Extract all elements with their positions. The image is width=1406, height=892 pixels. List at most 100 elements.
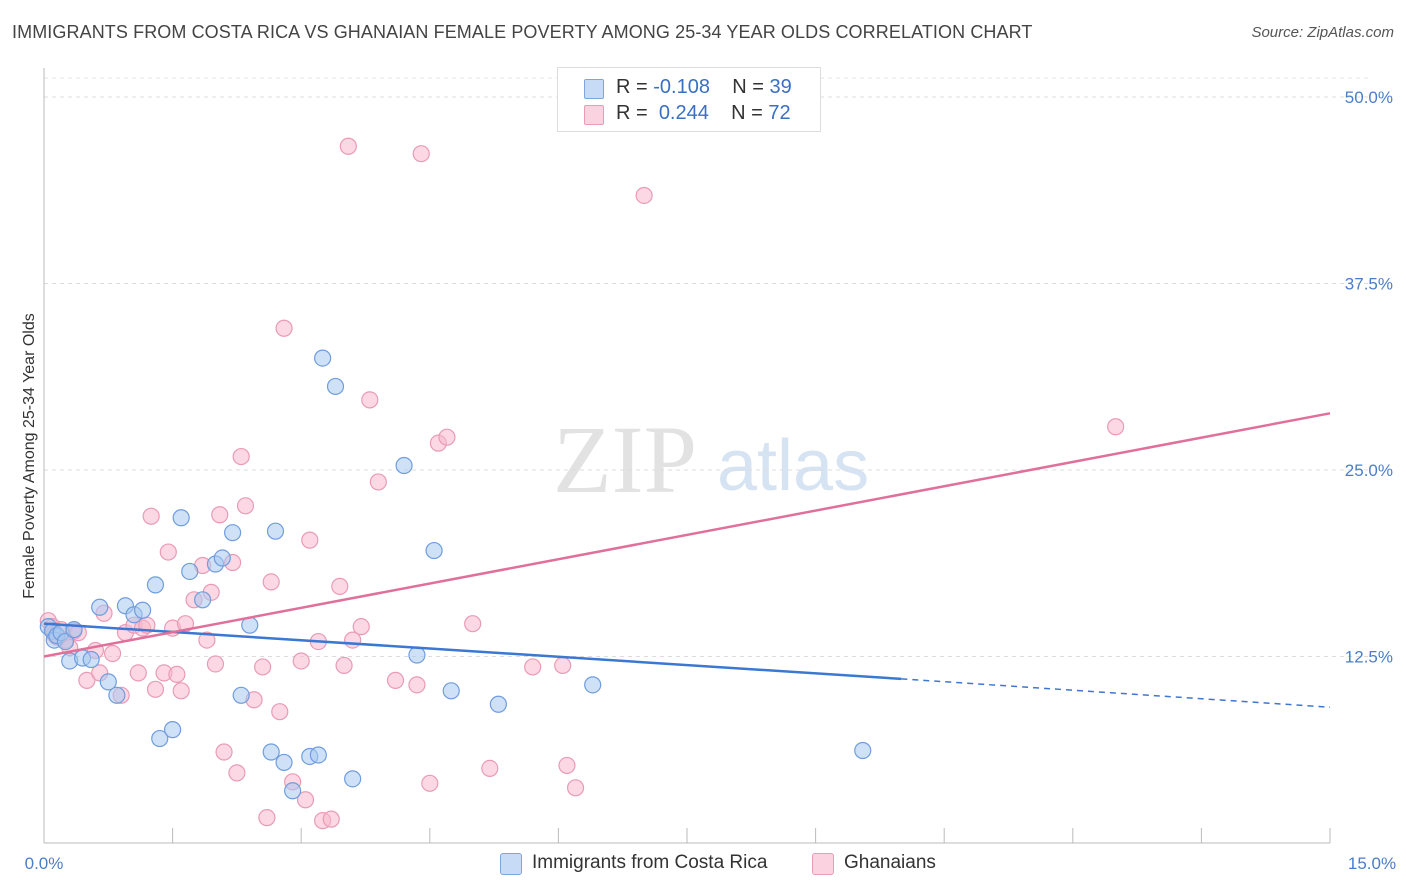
ghanaians-point [206,655,225,673]
costa-rica-point [181,562,199,581]
legend-label-ghanaians: Ghanaians [844,852,936,873]
n-value: 39 [769,76,792,98]
grid-lines [44,77,1370,657]
ghanaians-point [198,631,216,649]
legend-swatch-blue [500,853,522,875]
ghanaians-point [211,506,229,524]
r-label: R = [616,102,648,124]
ghanaians-point [275,319,293,337]
costa-rica-point [442,682,460,700]
costa-rica-point [425,541,443,560]
ghanaians-point [481,759,499,778]
ghanaians-point [301,531,319,549]
ghanaians-point [129,664,147,682]
costa-rica-point [172,509,190,527]
ghanaians-point [254,658,272,676]
watermark-zip: ZIP [553,406,697,513]
n-value: 72 [768,102,791,124]
costa-rica-point [314,349,332,367]
costa-rica-point [164,721,182,739]
x-tick-labels: 0.0% 15.0% [25,854,1396,873]
costa-rica-point [146,576,165,594]
r-value: 0.244 [658,102,709,124]
source-label: Source: ZipAtlas.com [1251,24,1394,41]
legend-text-costa-rica: R = -0.108 N = 39 [616,76,792,99]
ghanaians-point [236,497,255,515]
watermark-atlas: atlas [717,426,869,506]
ghanaians-point [1107,418,1125,436]
ghanaians-point [558,756,576,775]
ghanaians-point [352,618,370,636]
costa-rica-point [309,746,327,764]
y-tick-label: 25.0% [1345,461,1393,480]
ghanaians-point [142,507,160,525]
costa-rica-point [326,377,345,396]
costa-rica-points [39,349,872,800]
ghanaians-point [412,145,430,163]
ghanaians-point [361,391,379,409]
r-label: R = [616,76,648,98]
ghanaians-point [172,682,190,700]
ghanaians-point [322,810,340,828]
n-label: N = [732,76,764,98]
costa-rica-trend-extension [901,678,1331,708]
ghanaians-point [228,764,246,782]
x-tick-label: 15.0% [1348,854,1396,873]
y-tick-labels: 12.5% 25.0% 37.5% 50.0% [1345,88,1393,667]
costa-rica-point [584,676,602,694]
costa-rica-point [56,632,75,651]
ghanaians-point [215,743,233,761]
ghanaians-point [296,791,315,809]
ghanaians-point [232,447,250,466]
costa-rica-point [262,743,280,761]
ghanaians-point [524,658,542,676]
costa-rica-point [266,522,285,540]
costa-rica-point [284,782,302,800]
x-tick-label: 0.0% [25,854,64,873]
ghanaians-point [421,774,439,792]
ghanaians-point [566,779,585,797]
ghanaians-point [369,473,387,491]
ghanaians-point [438,428,456,446]
costa-rica-point [91,598,109,616]
ghanaians-point [635,186,653,205]
costa-rica-point [395,456,413,475]
costa-rica-point [232,686,250,704]
ghanaians-point [78,671,96,689]
watermark: ZIP atlas [553,406,869,513]
n-label: N = [731,102,763,124]
ghanaians-point [262,573,280,591]
costa-rica-point [275,753,293,772]
costa-rica-point [99,673,117,691]
trend-lines [43,412,1331,708]
costa-rica-point [408,646,426,664]
y-axis-label: Female Poverty Among 25-34 Year Olds [21,313,38,599]
costa-rica-point [213,549,231,567]
axes [43,68,1331,844]
chart-title: IMMIGRANTS FROM COSTA RICA VS GHANAIAN F… [12,22,1033,42]
ghanaians-point [331,577,349,595]
costa-rica-trend-line [43,622,902,681]
costa-rica-point [108,686,126,704]
legend-label-costa-rica: Immigrants from Costa Rica [532,852,768,873]
costa-rica-point [344,770,362,788]
correlation-legend: R = -0.108 N = 39 R = 0.244 N = 72 [557,67,821,132]
costa-rica-point [489,695,507,713]
ghanaians-trend-line [43,412,1331,658]
ghanaians-point [386,671,405,689]
y-tick-label: 12.5% [1345,648,1393,667]
ghanaians-point [464,615,482,633]
ghanaians-point [271,703,289,721]
costa-rica-point [151,729,169,748]
costa-rica-point [854,741,872,760]
ghanaians-point [103,644,122,663]
ghanaians-point [146,680,165,698]
ghanaians-point [159,543,177,561]
legend-swatch-pink [584,105,604,125]
r-value: -0.108 [653,76,710,98]
ghanaians-point [168,665,186,684]
costa-rica-point [194,591,212,609]
legend-text-ghanaians: R = 0.244 N = 72 [616,102,791,125]
costa-rica-point [82,650,100,669]
